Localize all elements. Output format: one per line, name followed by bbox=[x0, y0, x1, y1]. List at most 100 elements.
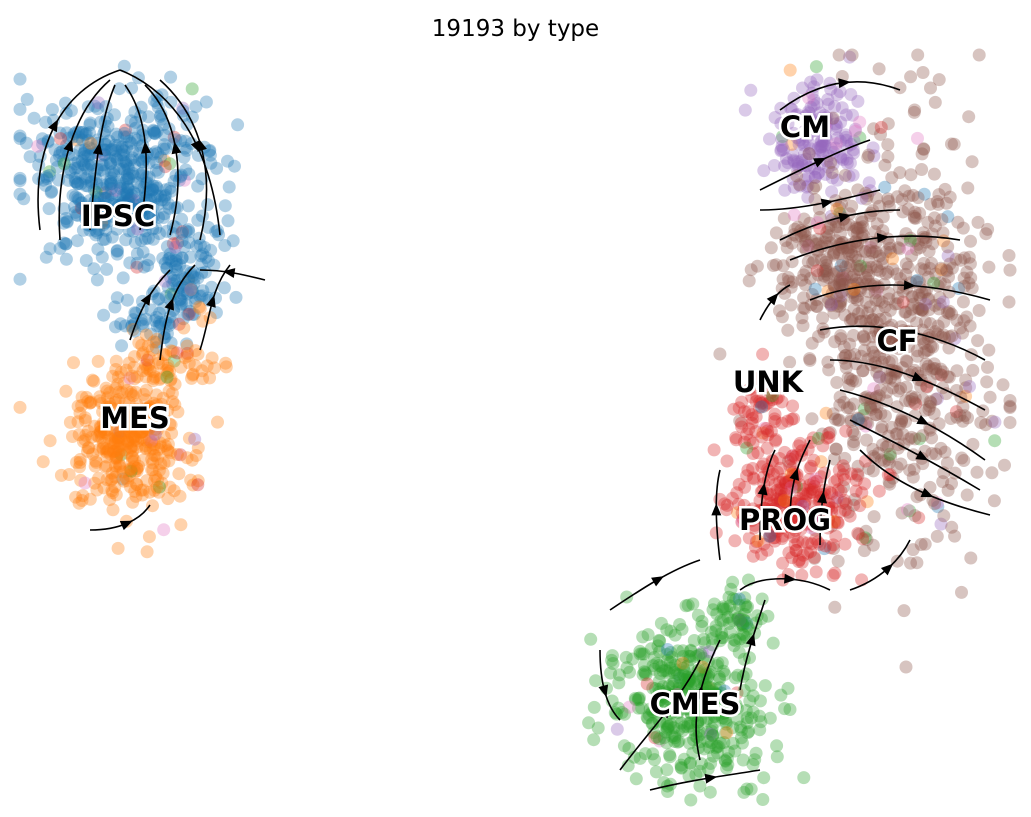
cell-point bbox=[128, 407, 142, 421]
cell-point bbox=[96, 199, 109, 213]
cell-point bbox=[862, 462, 876, 476]
cell-point bbox=[934, 517, 948, 531]
cell-point bbox=[184, 283, 198, 297]
cell-point bbox=[158, 256, 172, 270]
cell-point bbox=[868, 278, 882, 292]
cell-point bbox=[78, 411, 92, 425]
cell-point bbox=[844, 88, 858, 101]
cell-point bbox=[126, 444, 140, 458]
cell-point bbox=[812, 166, 826, 180]
cluster-label-ipsc: IPSC bbox=[81, 199, 155, 233]
cell-point bbox=[120, 188, 134, 202]
cell-point bbox=[810, 299, 823, 313]
cell-point bbox=[153, 227, 166, 240]
cell-point bbox=[881, 138, 895, 152]
cell-point bbox=[97, 191, 111, 205]
cell-point bbox=[128, 430, 142, 444]
cell-point bbox=[787, 180, 801, 194]
cell-point bbox=[141, 231, 155, 245]
cell-point bbox=[147, 483, 161, 497]
cell-point bbox=[98, 137, 112, 151]
cell-point bbox=[138, 439, 152, 453]
cell-point bbox=[73, 143, 87, 157]
cell-point bbox=[99, 400, 113, 414]
cell-point bbox=[150, 332, 164, 346]
cell-point bbox=[862, 176, 876, 190]
cell-point bbox=[810, 117, 823, 131]
cell-point bbox=[775, 310, 789, 324]
cell-point bbox=[920, 344, 934, 357]
cell-point bbox=[587, 700, 601, 714]
cell-point bbox=[158, 331, 172, 344]
cell-point bbox=[825, 171, 839, 185]
cell-point bbox=[92, 442, 106, 456]
cell-point bbox=[211, 224, 224, 238]
cell-point bbox=[105, 143, 119, 156]
cell-point bbox=[142, 421, 156, 435]
cell-point bbox=[129, 416, 142, 429]
cell-point bbox=[800, 114, 814, 128]
cell-point bbox=[193, 238, 207, 252]
cell-point bbox=[120, 140, 134, 154]
cell-point bbox=[164, 344, 178, 358]
cell-point bbox=[112, 412, 126, 426]
cell-point bbox=[736, 753, 750, 767]
cell-point bbox=[151, 353, 165, 367]
cell-point bbox=[866, 313, 880, 327]
cell-point bbox=[113, 459, 127, 473]
cell-point bbox=[109, 127, 123, 141]
cell-point bbox=[118, 164, 131, 178]
cell-point bbox=[812, 329, 825, 343]
cell-point bbox=[130, 256, 144, 270]
cell-point bbox=[132, 422, 146, 436]
cell-point bbox=[950, 364, 964, 378]
cell-point bbox=[136, 364, 150, 378]
cell-point bbox=[833, 297, 847, 311]
cell-point bbox=[130, 370, 144, 384]
cell-point bbox=[101, 444, 115, 458]
cell-point bbox=[83, 396, 97, 410]
cell-point bbox=[138, 232, 152, 246]
cell-point bbox=[891, 441, 905, 455]
cell-point bbox=[828, 141, 842, 155]
cell-point bbox=[838, 168, 852, 182]
cell-point bbox=[122, 168, 136, 181]
cell-point bbox=[199, 95, 213, 109]
cell-point bbox=[809, 118, 823, 132]
cell-point bbox=[808, 193, 822, 206]
cell-point bbox=[108, 108, 121, 122]
cell-point bbox=[107, 417, 121, 431]
cell-point bbox=[70, 133, 84, 147]
cell-point bbox=[43, 434, 57, 448]
cell-point bbox=[90, 273, 104, 287]
cell-point bbox=[663, 748, 676, 762]
cell-point bbox=[872, 62, 886, 76]
cell-point bbox=[50, 160, 64, 174]
cell-point bbox=[108, 429, 122, 443]
cell-point bbox=[959, 381, 973, 395]
cell-point bbox=[142, 193, 156, 207]
cell-point bbox=[909, 211, 923, 225]
cell-point bbox=[116, 465, 130, 479]
cell-point bbox=[936, 226, 950, 240]
cell-point bbox=[148, 411, 162, 425]
cell-point bbox=[77, 147, 91, 161]
cell-point bbox=[957, 279, 971, 293]
cell-point bbox=[191, 213, 205, 227]
cell-point bbox=[811, 166, 825, 180]
cell-point bbox=[191, 179, 205, 193]
cell-point bbox=[145, 452, 159, 466]
cell-point bbox=[109, 363, 123, 376]
cell-point bbox=[103, 153, 117, 167]
cell-point bbox=[758, 679, 772, 693]
cell-point bbox=[834, 134, 847, 148]
cell-point bbox=[851, 94, 865, 108]
cell-point bbox=[988, 415, 1002, 429]
cell-point bbox=[832, 463, 846, 477]
cluster-label-prog: PROG bbox=[739, 503, 831, 537]
cell-point bbox=[843, 314, 857, 328]
cell-point bbox=[81, 179, 95, 193]
cell-point bbox=[738, 480, 752, 494]
cell-point bbox=[189, 100, 203, 114]
cell-point bbox=[60, 126, 74, 140]
